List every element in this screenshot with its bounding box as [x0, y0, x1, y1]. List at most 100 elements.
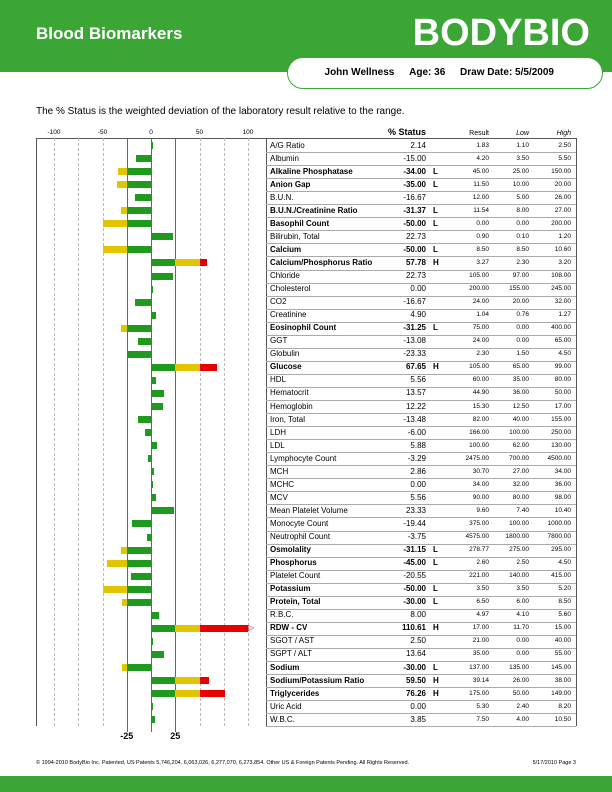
result-value: 34.00 [472, 480, 489, 488]
low-value: 2.30 [516, 258, 529, 266]
low-value: 1800.00 [505, 533, 530, 540]
result-value: 166.00 [469, 428, 489, 436]
low-value: 3.50 [516, 154, 529, 162]
table-row-rule [266, 282, 576, 284]
status-bar-segment [126, 181, 151, 189]
result-value: 1.04 [476, 311, 489, 319]
chart-reference-line [175, 138, 177, 733]
status-bar-segment [128, 350, 151, 358]
table-row-rule [266, 582, 576, 584]
status-value: 59.50 [405, 675, 426, 685]
low-value: 4.00 [516, 715, 529, 723]
chart-reference-line [126, 138, 128, 733]
low-value: 0.00 [516, 337, 529, 345]
table-row-rule [266, 674, 576, 676]
status-bar-segment [126, 324, 151, 332]
table-row-rule [266, 634, 576, 636]
result-value: 4.97 [476, 611, 489, 619]
status-bar-segment [151, 259, 176, 267]
result-value: 15.30 [472, 402, 489, 410]
table-row-rule [266, 687, 576, 689]
status-value: 13.64 [405, 649, 426, 659]
status-bar-segment [118, 168, 127, 176]
low-value: 32.00 [512, 480, 529, 488]
table-row-rule [266, 647, 576, 649]
status-value: 2.14 [410, 140, 426, 150]
biomarker-name: Lymphocyte Count [270, 453, 337, 463]
status-value: 23.33 [405, 505, 426, 515]
status-value: 5.56 [410, 492, 426, 502]
biomarker-name: Triglycerides [270, 688, 320, 698]
status-value: 2.86 [410, 466, 426, 476]
biomarker-name: MCHC [270, 479, 294, 489]
low-value: 1.10 [516, 141, 529, 149]
high-value: 245.00 [551, 285, 571, 293]
high-value: 5.50 [558, 154, 571, 162]
result-value: 3.27 [476, 258, 489, 266]
result-value: 35.00 [472, 650, 489, 658]
status-flag: L [433, 205, 438, 215]
status-bar-segment [131, 572, 151, 580]
biomarker-name: CO2 [270, 297, 287, 307]
low-value: 0.00 [516, 650, 529, 658]
biomarker-name: Platelet Count [270, 571, 321, 581]
biomarker-name: Sodium/Potassium Ratio [270, 675, 365, 685]
table-row-rule [266, 321, 576, 323]
table-row-rule [266, 452, 576, 454]
table-row-rule [266, 178, 576, 180]
high-value: 55.00 [554, 650, 571, 658]
status-bar-segment [134, 194, 151, 202]
overflow-arrow-icon: ▷ [248, 622, 255, 632]
high-value: 295.00 [551, 546, 571, 554]
status-flag: L [433, 584, 438, 594]
status-bar-segment [151, 403, 163, 410]
high-value: 415.00 [551, 572, 571, 580]
status-bar-segment [102, 220, 127, 228]
table-row-rule [266, 295, 576, 297]
result-value: 39.14 [472, 676, 489, 684]
high-value: 34.00 [554, 467, 571, 475]
status-value: -23.33 [403, 349, 426, 359]
table-row-rule [266, 191, 576, 193]
table-row-rule [266, 491, 576, 493]
result-value: 44.90 [472, 389, 489, 397]
table-row-rule [266, 517, 576, 519]
table-row-rule [266, 543, 576, 545]
low-value: 3.50 [516, 585, 529, 593]
result-value: 17.00 [472, 624, 489, 632]
biomarker-name: Calcium [270, 244, 302, 254]
result-value: 21.00 [472, 637, 489, 645]
status-bar-segment [151, 376, 157, 384]
status-bar-segment [199, 624, 248, 632]
biomarker-name: Albumin [270, 153, 299, 163]
high-value: 5.20 [558, 585, 571, 593]
bodybio-logo: BODYBIO [412, 12, 590, 54]
high-value: 4.50 [558, 350, 571, 358]
biomarker-name: Eosinophil Count [270, 323, 337, 333]
status-bar-segment [132, 520, 151, 528]
status-value: 110.61 [401, 623, 426, 633]
biomarker-name: B.U.N. [270, 192, 294, 202]
status-value: 0.00 [410, 701, 426, 711]
status-bar-segment [120, 207, 127, 215]
biomarker-name: Chloride [270, 271, 300, 280]
high-value: 7800.00 [547, 533, 572, 540]
status-bar-segment [147, 533, 151, 541]
low-value: 700.00 [509, 454, 529, 462]
axis-tick-label: 100 [242, 129, 254, 136]
high-value: 38.00 [554, 676, 571, 684]
biomarker-name: MCH [270, 466, 289, 476]
status-flag: H [433, 257, 439, 267]
low-value: 0.76 [516, 311, 529, 319]
biomarker-name: Cholesterol [270, 284, 311, 294]
status-value: -30.00 [403, 597, 426, 607]
status-bar-segment [117, 181, 127, 189]
biomarker-name: Glucose [270, 362, 302, 372]
table-row-rule [266, 269, 576, 271]
table-row-rule [266, 439, 576, 441]
axis-tick-label: -50 [97, 129, 108, 136]
status-flag: L [433, 662, 438, 672]
low-value: 6.00 [516, 598, 529, 606]
biomarker-name: Anion Gap [270, 179, 311, 189]
status-bar-segment [126, 220, 151, 228]
